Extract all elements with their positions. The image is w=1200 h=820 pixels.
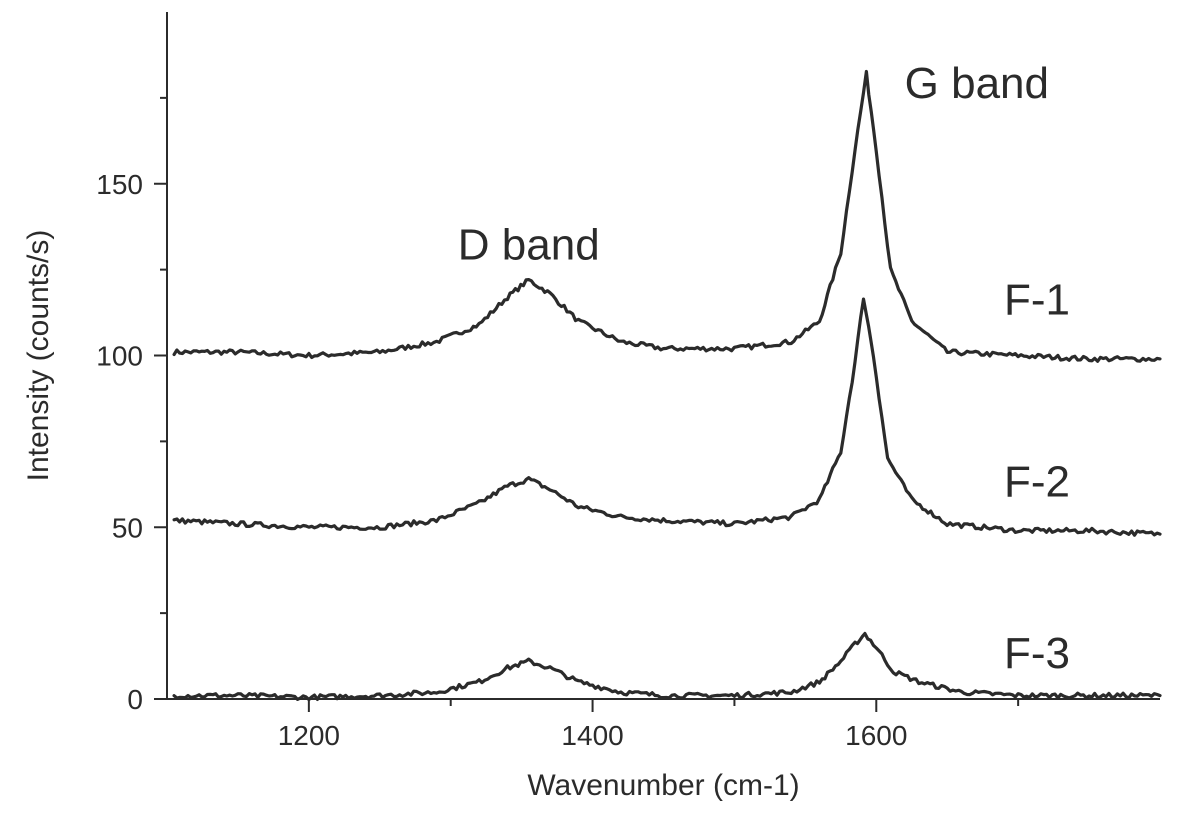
ticks: 0 50 100 150 1200 1400 1600 bbox=[96, 96, 1020, 751]
series-label-f-2: F-2 bbox=[1004, 457, 1070, 506]
y-tick-label: 100 bbox=[96, 341, 143, 372]
x-tick-label: 1600 bbox=[845, 720, 907, 751]
y-tick-label: 0 bbox=[127, 684, 143, 715]
series-labels: F-1 F-2 F-3 bbox=[1004, 275, 1070, 678]
y-tick-label: 150 bbox=[96, 169, 143, 200]
annotation-g-band: G band bbox=[905, 59, 1049, 108]
series-line-f-3 bbox=[172, 631, 1162, 702]
series-label-f-1: F-1 bbox=[1004, 275, 1070, 324]
series-line-f-1 bbox=[172, 69, 1162, 363]
annotation-d-band: D band bbox=[458, 220, 600, 269]
series-label-f-3: F-3 bbox=[1004, 629, 1070, 678]
series-line-f-2 bbox=[172, 297, 1162, 537]
annotations: D band G band bbox=[458, 59, 1049, 269]
x-tick-label: 1200 bbox=[278, 720, 340, 751]
y-axis-title: Intensity (counts/s) bbox=[22, 230, 55, 482]
y-tick-label: 50 bbox=[112, 512, 143, 543]
series-group bbox=[172, 69, 1162, 702]
x-tick-label: 1400 bbox=[561, 720, 623, 751]
x-axis-title: Wavenumber (cm-1) bbox=[527, 769, 799, 802]
